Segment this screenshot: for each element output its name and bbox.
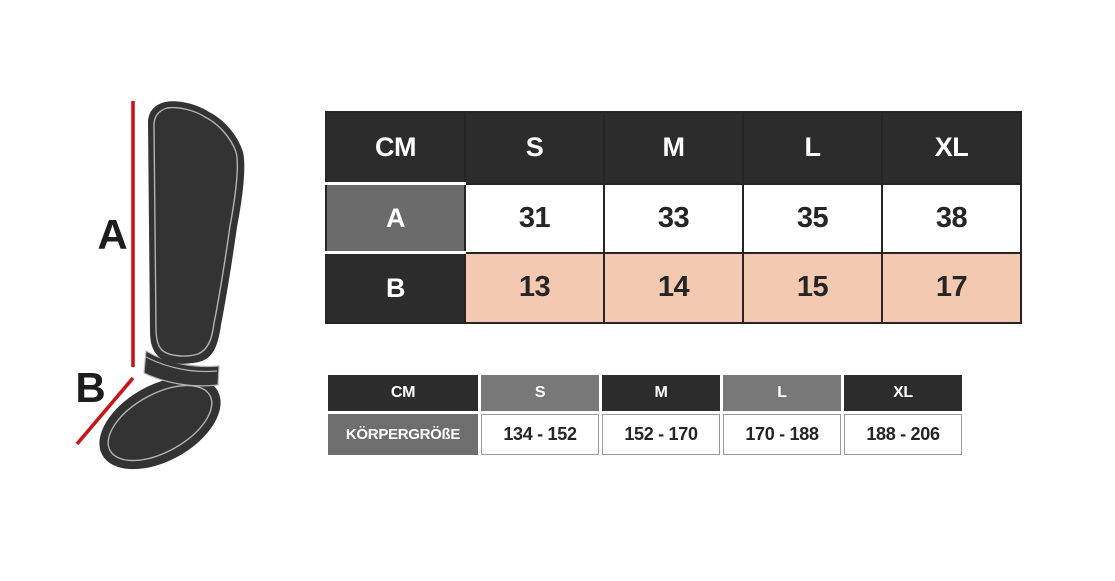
body-cell-xl: 188 - 206: [844, 414, 962, 455]
cell-a-l: 35: [742, 182, 883, 254]
foot-pad-shape: [99, 376, 221, 470]
body-table-header-row: CM S M L XL: [328, 375, 962, 411]
cell-b-s: 13: [464, 251, 605, 324]
size-table-row-a: A 31 33 35 38: [325, 182, 1022, 254]
row-label-a: A: [325, 182, 466, 254]
column-header-s: S: [464, 111, 605, 185]
column-header-xl: XL: [881, 111, 1022, 185]
size-table-row-b: B 13 14 15 17: [325, 251, 1022, 324]
shin-guard-illustration: [75, 101, 245, 470]
cell-b-l: 15: [742, 251, 883, 324]
cell-a-xl: 38: [881, 182, 1022, 254]
measurement-line-b: [75, 376, 135, 446]
body-cell-s: 134 - 152: [481, 414, 599, 455]
body-cell-l: 170 - 188: [723, 414, 841, 455]
column-header-m: M: [603, 111, 744, 185]
column-header-cm: CM: [325, 111, 466, 185]
body-column-header-s: S: [481, 375, 599, 411]
size-table: CM S M L XL A 31 33 35 38 B 13 14 15 17: [325, 111, 1022, 324]
body-height-table: CM S M L XL KÖRPERGRÖßE 134 - 152 152 - …: [325, 372, 965, 458]
cell-a-s: 31: [464, 182, 605, 254]
body-table-data-row: KÖRPERGRÖßE 134 - 152 152 - 170 170 - 18…: [328, 414, 962, 455]
body-column-header-l: L: [723, 375, 841, 411]
size-table-header-row: CM S M L XL: [325, 111, 1022, 185]
body-column-header-cm: CM: [328, 375, 478, 411]
column-header-l: L: [742, 111, 883, 185]
measurement-label-b: B: [75, 364, 105, 411]
row-label-b: B: [325, 251, 466, 324]
cell-a-m: 33: [603, 182, 744, 254]
body-cell-m: 152 - 170: [602, 414, 720, 455]
body-row-label: KÖRPERGRÖßE: [328, 414, 478, 455]
cell-b-m: 14: [603, 251, 744, 324]
body-column-header-m: M: [602, 375, 720, 411]
shin-pad-shape: [148, 101, 245, 364]
cell-b-xl: 17: [881, 251, 1022, 324]
body-column-header-xl: XL: [844, 375, 962, 411]
measurement-label-a: A: [97, 211, 127, 258]
